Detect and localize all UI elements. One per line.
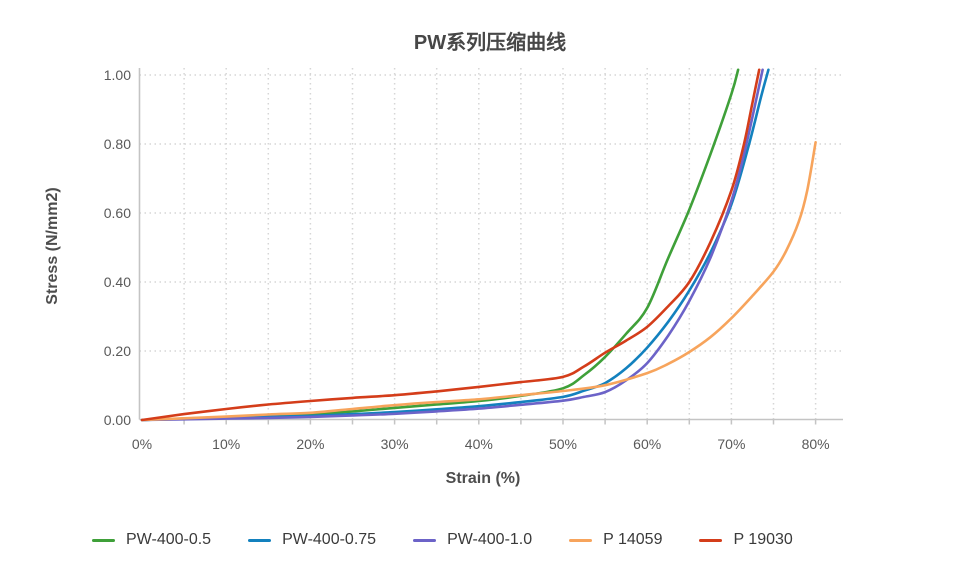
x-tick-label: 50% [549,436,577,452]
y-tick-label: 0.40 [104,274,131,290]
series-line-PW-400-0.5 [140,68,740,422]
y-tick-label: 0.00 [104,412,131,428]
legend-label: P 14059 [603,531,663,548]
y-tick-label: 0.20 [104,343,131,359]
legend-label: PW-400-1.0 [447,531,533,548]
axes [138,68,843,425]
legend-swatch [413,538,437,542]
y-tick-label: 0.60 [104,205,131,221]
y-tick-label: 1.00 [104,67,131,83]
x-tick-label: 60% [633,436,661,452]
x-tick-label: 20% [296,436,324,452]
chart-title: PW系列压缩曲线 [414,30,566,54]
legend-item-P 14059[interactable]: P 14059 [569,531,662,549]
legend-swatch [92,538,115,542]
x-tick-label: 70% [717,436,745,452]
legend-swatch [569,538,593,542]
series-line-PW-400-1.0 [140,68,764,422]
legend-swatch [699,538,723,542]
y-axis-title: Stress (N/mm2) [44,187,61,304]
series-lines [140,68,817,422]
series-line-P 19030 [140,68,761,422]
legend-label: PW-400-0.75 [282,531,377,548]
legend-label: P 19030 [733,531,793,548]
legend-item-P 19030[interactable]: P 19030 [699,531,793,549]
x-tick-label: 80% [802,436,830,452]
x-tick-label: 40% [465,436,493,452]
legend-swatch [248,538,272,542]
legend-label: PW-400-0.5 [126,531,212,548]
x-tick-label: 0% [132,436,152,452]
legend-item-PW-400-0.5[interactable]: PW-400-0.5 [92,531,211,549]
gridlines [139,68,843,420]
x-tick-label: 10% [212,436,240,452]
tick-labels: 0% 10% 20% 30% 40% 50% 60% 70% 80% 0.00 0.20 0.40 0.… [104,67,830,452]
x-axis-title: Strain (%) [446,470,521,487]
legend-item-PW-400-1.0[interactable]: PW-400-1.0 [413,531,532,549]
series-line-P 14059 [140,141,817,422]
legend-item-PW-400-0.75[interactable]: PW-400-0.75 [248,531,376,549]
x-tick-label: 30% [381,436,409,452]
y-tick-label: 0.80 [104,136,131,152]
legend: PW-400-0.5 PW-400-0.75 PW-400-1.0 P 14059 P … [92,531,793,549]
